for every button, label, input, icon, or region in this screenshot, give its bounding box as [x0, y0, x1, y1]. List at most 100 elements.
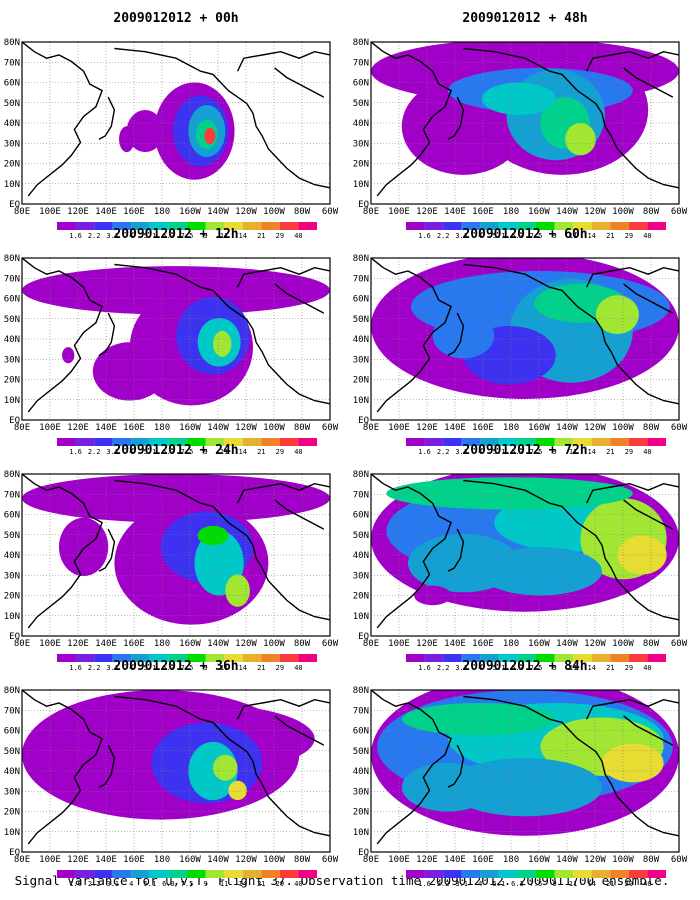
- x-tick-label: 80E: [363, 855, 379, 865]
- y-tick-label: 10N: [4, 180, 20, 190]
- variance-field: [371, 258, 679, 420]
- colorbar-label: 7.5: [181, 448, 194, 456]
- colorbar-swatch: [610, 870, 629, 878]
- y-tick-label: EQ: [358, 200, 369, 210]
- colorbar-label: 5.1: [144, 880, 157, 888]
- colorbar-swatch: [461, 438, 481, 446]
- y-tick-label: 40N: [353, 335, 369, 345]
- colorbar-label: 14: [238, 664, 246, 672]
- x-tick-label: 80W: [643, 207, 660, 217]
- x-tick-label: 60W: [322, 639, 339, 649]
- colorbar-label: 9: [203, 448, 207, 456]
- y-tick-label: 20N: [4, 376, 20, 386]
- colorbar-swatch: [75, 654, 95, 662]
- x-tick-label: 140E: [95, 207, 117, 217]
- colorbar-swatch: [224, 438, 243, 446]
- colorbar-swatch: [591, 870, 611, 878]
- x-tick-label: 100E: [388, 423, 410, 433]
- x-tick-label: 120E: [416, 207, 438, 217]
- colorbar-label: 21: [606, 880, 614, 888]
- colorbar-swatch: [647, 222, 666, 230]
- variance-contour: [448, 758, 602, 817]
- colorbar-label: 14: [238, 232, 246, 240]
- colorbar-label: 5.1: [144, 664, 157, 672]
- x-tick-label: 100W: [612, 855, 634, 865]
- colorbar-swatch: [628, 222, 648, 230]
- x-tick-label: 100E: [39, 207, 61, 217]
- colorbar-swatch: [224, 654, 243, 662]
- variance-contour: [197, 525, 229, 546]
- x-tick-label: 120W: [235, 855, 257, 865]
- x-tick-label: 60W: [671, 639, 688, 649]
- variance-contour: [225, 574, 250, 607]
- x-tick-label: 180: [503, 207, 519, 217]
- x-tick-label: 120W: [235, 207, 257, 217]
- x-tick-label: 140E: [444, 423, 466, 433]
- colorbar-swatch: [554, 438, 574, 446]
- colorbar-swatch: [94, 870, 113, 878]
- colorbar-swatch: [536, 654, 555, 662]
- colorbar-label: 2.2: [88, 232, 101, 240]
- variance-contour: [52, 748, 84, 794]
- colorbar-label: 29: [625, 664, 633, 672]
- y-tick-label: EQ: [358, 848, 369, 858]
- coastline: [114, 263, 330, 405]
- colorbar-label: 1.6: [69, 448, 82, 456]
- y-tick-label: 70N: [353, 274, 369, 284]
- x-tick-label: 140E: [444, 855, 466, 865]
- variance-contour: [58, 517, 109, 577]
- variance-field: [371, 690, 679, 852]
- colorbar-label: 4: [129, 232, 133, 240]
- colorbar-swatch: [112, 438, 132, 446]
- y-tick-label: 70N: [4, 274, 20, 284]
- colorbar-swatch: [261, 222, 280, 230]
- coastline: [447, 312, 465, 356]
- colorbar-swatch: [205, 222, 225, 230]
- coastline: [623, 499, 674, 530]
- x-tick-label: 80W: [294, 423, 311, 433]
- colorbar-label: 9: [203, 664, 207, 672]
- x-tick-label: 80W: [643, 423, 660, 433]
- colorbar-swatch: [131, 654, 150, 662]
- colorbar-label: 1.6: [418, 232, 431, 240]
- variance-contour: [602, 743, 664, 783]
- colorbar-label: 40: [294, 664, 302, 672]
- colorbar-swatch: [168, 870, 187, 878]
- y-tick-label: 40N: [4, 119, 20, 129]
- x-tick-label: 60W: [322, 207, 339, 217]
- y-tick-label: EQ: [9, 200, 20, 210]
- colorbar-label: 21: [606, 664, 614, 672]
- x-tick-label: 80E: [14, 423, 30, 433]
- colorbar-swatch: [480, 222, 499, 230]
- y-tick-label: 60N: [353, 295, 369, 305]
- forecast-panel-84h: 2009012012 + 84h 80E 100E 120E 140E 160E 180 16…: [353, 659, 688, 888]
- x-tick-label: 120E: [67, 855, 89, 865]
- coastline: [236, 50, 330, 72]
- colorbar-swatch: [443, 222, 462, 230]
- x-tick-label: 60W: [671, 207, 688, 217]
- colorbar-label: 7.5: [530, 880, 543, 888]
- colorbar-swatch: [242, 870, 262, 878]
- colorbar-swatch: [187, 870, 206, 878]
- panel-title: 2009012012 + 60h: [462, 227, 587, 242]
- map-frame: [21, 689, 331, 853]
- colorbar-label: 5.1: [493, 880, 506, 888]
- colorbar-swatch: [573, 870, 592, 878]
- colorbar-label: 14: [587, 664, 595, 672]
- y-tick-label: 40N: [353, 551, 369, 561]
- x-tick-label: 160W: [528, 423, 550, 433]
- y-tick-label: 60N: [353, 511, 369, 521]
- y-tick-label: 70N: [353, 490, 369, 500]
- y-tick-label: 30N: [353, 571, 369, 581]
- colorbar-swatch: [94, 438, 113, 446]
- y-tick-label: 40N: [353, 767, 369, 777]
- x-tick-label: 100E: [39, 855, 61, 865]
- coastline: [98, 744, 116, 788]
- x-tick-label: 100W: [263, 855, 285, 865]
- x-tick-label: 140W: [556, 639, 578, 649]
- colorbar-label: 3.1: [106, 232, 119, 240]
- colorbar-label: 11: [220, 232, 228, 240]
- colorbar-label: 21: [257, 448, 265, 456]
- x-tick-label: 60W: [671, 423, 688, 433]
